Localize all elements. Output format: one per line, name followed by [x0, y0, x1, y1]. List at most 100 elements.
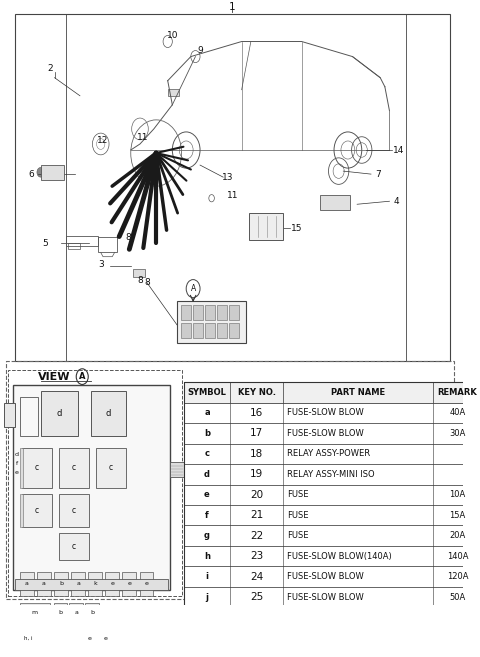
Text: 19: 19: [250, 469, 263, 479]
Bar: [192, 305, 203, 320]
Text: e: e: [103, 636, 107, 641]
Bar: [204, 323, 215, 338]
Text: FUSE: FUSE: [287, 490, 309, 499]
Bar: [184, 566, 480, 587]
Bar: [20, 572, 34, 596]
Text: SYMBOL: SYMBOL: [188, 388, 227, 397]
Bar: [184, 484, 480, 505]
Bar: [15, 579, 168, 590]
Bar: [184, 464, 480, 484]
Text: 10: 10: [167, 31, 178, 40]
Text: k: k: [93, 581, 97, 587]
Bar: [98, 629, 112, 647]
Bar: [168, 89, 179, 96]
Text: 18: 18: [250, 449, 263, 459]
Bar: [59, 448, 89, 487]
Bar: [184, 526, 480, 546]
Text: d: d: [57, 409, 62, 418]
Text: RELAY ASSY-MINI ISO: RELAY ASSY-MINI ISO: [287, 470, 374, 479]
Bar: [41, 165, 64, 180]
Circle shape: [37, 168, 44, 177]
Bar: [13, 385, 170, 590]
Bar: [22, 493, 52, 527]
Bar: [96, 448, 126, 487]
Text: FUSE: FUSE: [287, 510, 309, 520]
Text: 8: 8: [126, 233, 132, 242]
Bar: [184, 382, 480, 403]
Bar: [180, 323, 191, 338]
Text: 11: 11: [227, 191, 238, 200]
Text: g: g: [204, 532, 210, 540]
Text: e: e: [144, 581, 148, 587]
Text: 3: 3: [98, 260, 104, 269]
Bar: [20, 602, 50, 623]
Text: 20: 20: [250, 489, 263, 500]
Bar: [6, 361, 454, 599]
Bar: [216, 323, 227, 338]
Text: 22: 22: [250, 531, 263, 541]
Text: 1: 1: [229, 2, 236, 12]
Bar: [184, 443, 480, 464]
Text: b: b: [204, 429, 210, 438]
Text: PART NAME: PART NAME: [331, 388, 385, 397]
Text: VIEW: VIEW: [38, 373, 71, 382]
Text: 21: 21: [250, 510, 263, 520]
Text: a: a: [76, 581, 80, 587]
Bar: [8, 370, 181, 596]
Text: f: f: [205, 510, 209, 520]
Text: FUSE-SLOW BLOW: FUSE-SLOW BLOW: [287, 593, 364, 602]
Bar: [216, 305, 227, 320]
Bar: [320, 195, 350, 210]
Text: 11: 11: [136, 133, 148, 143]
Bar: [71, 572, 85, 596]
Bar: [54, 572, 68, 596]
Bar: [92, 391, 126, 436]
Text: e: e: [127, 581, 132, 587]
Bar: [133, 269, 144, 277]
Text: A: A: [79, 372, 85, 381]
Text: FUSE-SLOW BLOW: FUSE-SLOW BLOW: [287, 408, 364, 417]
Bar: [82, 629, 96, 647]
Text: c: c: [72, 506, 76, 515]
Text: h, i: h, i: [24, 636, 33, 641]
Bar: [228, 323, 239, 338]
Bar: [20, 629, 45, 647]
Bar: [54, 653, 68, 657]
Text: h: h: [204, 552, 210, 560]
Text: e: e: [15, 470, 19, 475]
Text: b: b: [59, 581, 63, 587]
Text: b: b: [59, 610, 62, 616]
Text: 5: 5: [42, 239, 48, 248]
Text: 7: 7: [375, 170, 381, 179]
Text: d: d: [14, 452, 19, 457]
Text: a: a: [204, 408, 210, 417]
Bar: [105, 572, 119, 596]
Text: e: e: [87, 636, 91, 641]
Text: m: m: [32, 610, 38, 616]
Text: A: A: [191, 284, 196, 293]
Text: 16: 16: [250, 408, 263, 418]
Text: 15A: 15A: [449, 510, 466, 520]
Bar: [184, 403, 480, 423]
Bar: [249, 214, 283, 240]
Text: 17: 17: [250, 428, 263, 438]
Text: 24: 24: [250, 572, 263, 581]
Bar: [41, 391, 78, 436]
Text: 8: 8: [137, 277, 143, 285]
Text: e: e: [204, 490, 210, 499]
Bar: [68, 244, 80, 250]
Text: 20A: 20A: [449, 532, 466, 540]
Text: 50A: 50A: [449, 593, 466, 602]
Text: FUSE-SLOW BLOW: FUSE-SLOW BLOW: [287, 572, 364, 581]
Text: FUSE-SLOW BLOW(140A): FUSE-SLOW BLOW(140A): [287, 552, 392, 560]
Bar: [192, 323, 203, 338]
Text: a: a: [74, 610, 78, 616]
Text: 120A: 120A: [447, 572, 468, 581]
Bar: [20, 493, 23, 527]
Bar: [4, 403, 15, 427]
Text: FUSE: FUSE: [287, 532, 309, 540]
Bar: [184, 505, 480, 526]
Bar: [184, 587, 480, 608]
Bar: [98, 237, 117, 252]
Bar: [59, 493, 89, 527]
